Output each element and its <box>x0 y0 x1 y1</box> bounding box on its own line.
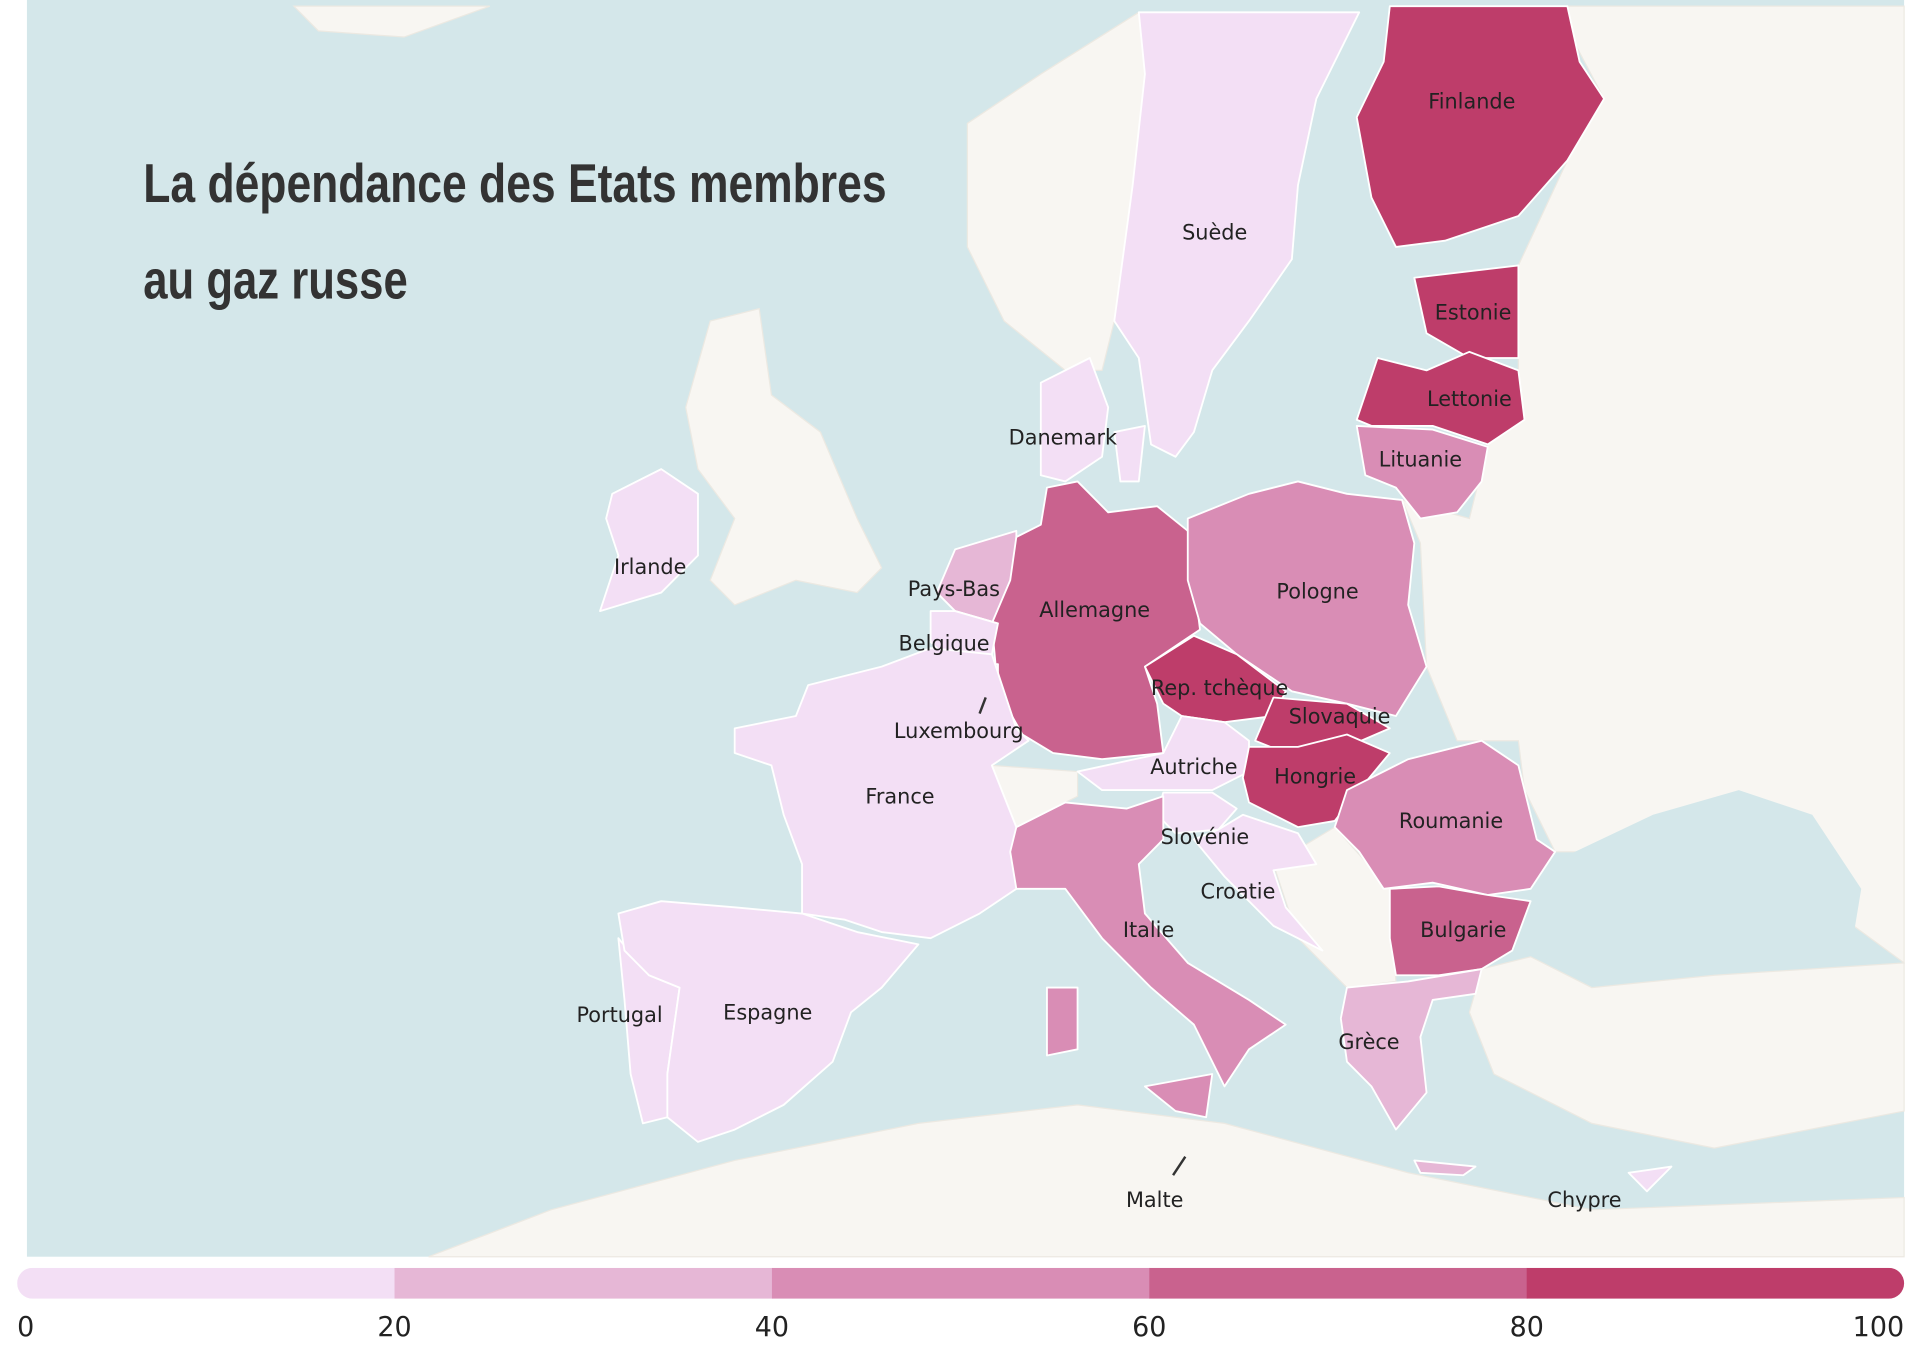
legend-swatch <box>771 1267 1150 1299</box>
legend-tick-label: 100 <box>1853 1312 1904 1343</box>
country-label: Finlande <box>1428 89 1515 113</box>
legend-swatch <box>1149 1267 1528 1299</box>
country-shape <box>1413 1159 1477 1177</box>
country-label: Malte <box>1126 1188 1183 1212</box>
map: La dépendance des Etats membres au gaz r… <box>17 0 1905 1343</box>
legend-tick-label: 60 <box>1132 1312 1166 1343</box>
country-label: Chypre <box>1547 1188 1621 1212</box>
country-shape <box>1333 739 1557 896</box>
country-label: Pologne <box>1276 580 1358 604</box>
country-label: Slovénie <box>1161 825 1250 849</box>
country-shape <box>1113 11 1361 458</box>
country-shape <box>1355 5 1606 248</box>
country-label: Belgique <box>899 631 990 655</box>
country-label: Rep. tchèque <box>1151 676 1289 700</box>
country-shape <box>1046 986 1079 1057</box>
leader-line <box>1172 1156 1187 1176</box>
country-label: Luxembourg <box>894 719 1024 743</box>
country-label: Italie <box>1123 918 1174 942</box>
country-shape <box>599 468 699 613</box>
country-label: Lettonie <box>1427 387 1512 411</box>
legend-swatch <box>1526 1267 1905 1299</box>
country-shape <box>1339 968 1483 1131</box>
country-shape <box>1186 480 1428 717</box>
country-label: Grèce <box>1338 1030 1399 1054</box>
country-label: Irlande <box>614 555 686 579</box>
country-label: Espagne <box>723 1000 812 1024</box>
country-label: Estonie <box>1435 301 1512 325</box>
legend: 0 20 40 60 80 100 <box>17 1267 1905 1343</box>
title: au gaz russe <box>143 250 407 310</box>
country-shape <box>1143 1073 1214 1119</box>
legend-tick-label: 80 <box>1510 1312 1544 1343</box>
country-shape <box>1627 1165 1673 1193</box>
country-label: Danemark <box>1009 425 1118 449</box>
countries <box>599 5 1673 1193</box>
legend-swatch <box>394 1267 773 1299</box>
country-label: Roumanie <box>1399 809 1503 833</box>
country-shape <box>1355 350 1526 446</box>
legend-tick-label: 40 <box>755 1312 789 1343</box>
country-shape <box>1388 885 1532 977</box>
legend-tick-label: 20 <box>377 1312 411 1343</box>
country-label: Suède <box>1182 220 1247 244</box>
non-eu-land <box>292 5 1905 1258</box>
country-shape <box>1355 424 1489 520</box>
country-shape <box>1009 795 1287 1088</box>
country-label: Bulgarie <box>1420 918 1506 942</box>
labels: Finlande Suède Estonie Lettonie Lituanie… <box>577 89 1622 1212</box>
leader-line <box>978 697 987 714</box>
legend-swatch <box>17 1267 396 1299</box>
country-label: Hongrie <box>1274 765 1356 789</box>
country-label: Autriche <box>1150 755 1237 779</box>
country-label: Allemagne <box>1039 598 1150 622</box>
country-shape <box>1192 813 1324 952</box>
country-label: Pays-Bas <box>908 577 1000 601</box>
country-label: Croatie <box>1201 879 1276 903</box>
country-shape <box>1413 264 1520 359</box>
country-shape <box>1113 424 1146 483</box>
country-label: Portugal <box>577 1003 663 1027</box>
title: La dépendance des Etats membres <box>143 154 886 214</box>
country-shape <box>1039 357 1110 483</box>
country-shape <box>617 900 920 1143</box>
country-label: Lituanie <box>1379 447 1462 471</box>
legend-tick-label: 0 <box>17 1312 34 1343</box>
country-label: Slovaquie <box>1289 704 1391 728</box>
country-label: France <box>865 784 934 808</box>
